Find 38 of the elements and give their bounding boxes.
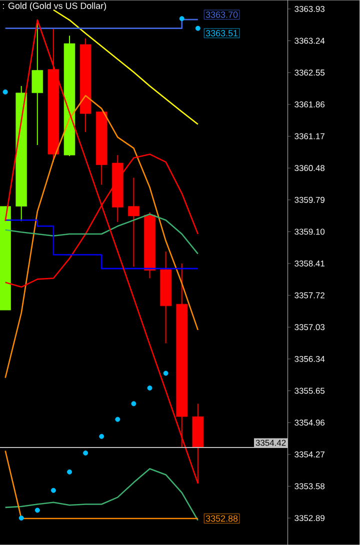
point — [131, 401, 136, 406]
y-tick-label: 3355.65 — [294, 388, 325, 394]
point — [83, 450, 88, 456]
y-tick-label: 3362.55 — [294, 70, 325, 76]
y-tick-label: 3357.72 — [294, 292, 325, 298]
line-series — [4, 95, 199, 379]
y-tick-label: 3363.24 — [294, 38, 325, 44]
point — [67, 469, 72, 474]
ref-line-label: 3354.42 — [256, 440, 286, 446]
candlestick — [128, 177, 140, 268]
line-series — [4, 468, 199, 522]
point — [99, 434, 104, 439]
data-label: 3363.51 — [206, 30, 238, 36]
data-label: 3363.70 — [206, 12, 238, 18]
point — [2, 89, 8, 94]
y-tick-label: 3354.96 — [294, 420, 325, 426]
y-tick-label: 3361.86 — [294, 101, 325, 108]
y-tick-label: 3357.03 — [294, 324, 325, 330]
y-tick-label: 3363.93 — [294, 6, 325, 12]
point — [179, 16, 184, 22]
data-label: 3352.88 — [206, 515, 238, 522]
point — [196, 26, 201, 31]
point — [18, 516, 24, 521]
point — [51, 488, 56, 493]
y-tick-label: 3354.27 — [294, 451, 325, 458]
y-tick-label: 3358.41 — [294, 260, 325, 266]
y-tick-label: 3352.89 — [294, 515, 325, 522]
y-tick-label: 3353.58 — [294, 483, 325, 490]
y-tick-label: 3356.34 — [294, 356, 325, 362]
point — [147, 386, 152, 391]
y-tick-label: 3361.17 — [294, 133, 325, 140]
point — [163, 370, 168, 376]
chart-title: : Gold (Gold vs US Dollar) — [3, 2, 106, 11]
y-tick-label: 3359.79 — [294, 196, 325, 203]
y-tick-label: 3360.48 — [294, 165, 325, 172]
point — [115, 416, 120, 422]
y-tick-label: 3359.10 — [294, 228, 325, 235]
point — [35, 508, 40, 513]
